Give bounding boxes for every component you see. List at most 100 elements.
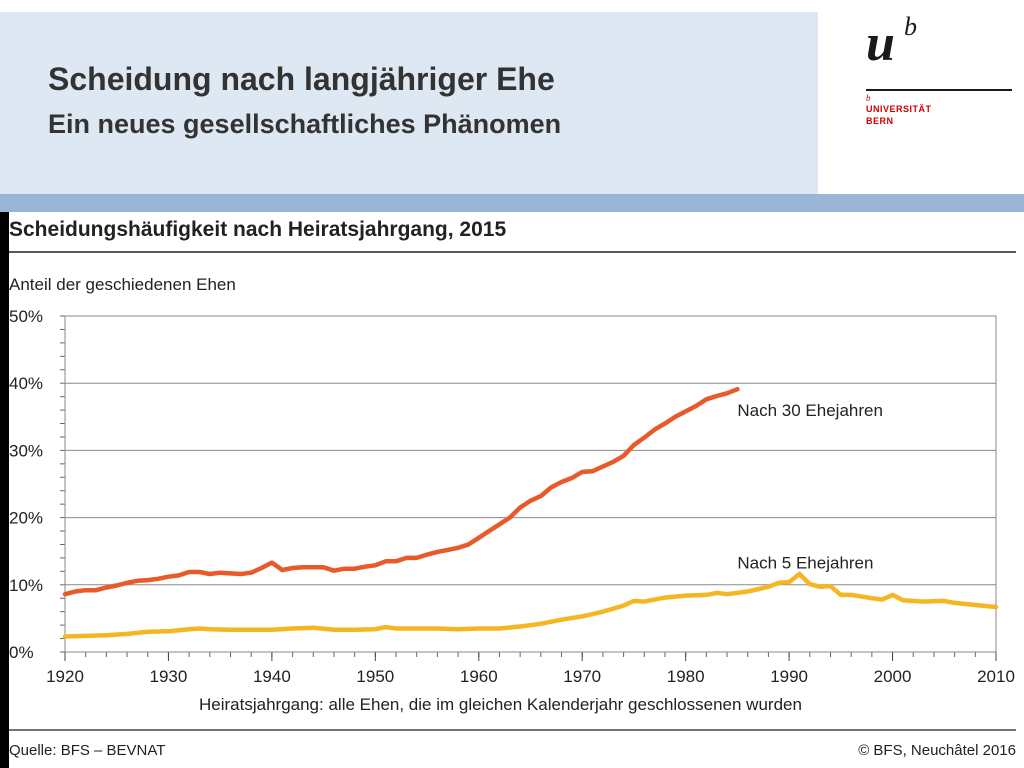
chart-title: Scheidungshäufigkeit nach Heiratsjahrgan… bbox=[9, 218, 506, 241]
data-point bbox=[250, 572, 252, 574]
data-point bbox=[726, 392, 728, 394]
data-point bbox=[581, 615, 583, 617]
data-point bbox=[333, 570, 335, 572]
data-point bbox=[581, 471, 583, 473]
data-point bbox=[312, 627, 314, 629]
data-point bbox=[354, 568, 356, 570]
y-tick-label: 20% bbox=[9, 509, 43, 528]
data-point bbox=[602, 611, 604, 613]
data-point bbox=[64, 593, 66, 595]
data-point bbox=[374, 628, 376, 630]
y-tick-label: 40% bbox=[9, 374, 43, 393]
data-point bbox=[995, 606, 997, 608]
data-point bbox=[343, 568, 345, 570]
data-point bbox=[292, 627, 294, 630]
data-point bbox=[633, 600, 635, 602]
y-tick-label: 10% bbox=[9, 576, 43, 595]
source-note: Quelle: BFS – BEVNAT bbox=[9, 742, 165, 759]
data-point bbox=[623, 455, 625, 457]
data-point bbox=[136, 580, 138, 582]
data-point bbox=[643, 601, 645, 603]
x-axis-label: Heiratsjahrgang: alle Ehen, die im gleic… bbox=[199, 695, 802, 714]
y-axis-label: Anteil der geschiedenen Ehen bbox=[9, 275, 236, 294]
data-point bbox=[571, 477, 573, 479]
data-point bbox=[116, 584, 118, 587]
y-tick-label: 50% bbox=[9, 307, 43, 326]
data-point bbox=[529, 500, 532, 502]
data-point bbox=[281, 569, 283, 571]
data-point bbox=[105, 586, 107, 589]
logo-university-text: UNIVERSITÄT bbox=[866, 104, 932, 114]
data-point bbox=[871, 597, 873, 599]
line-chart: Scheidungshäufigkeit nach Heiratsjahrgan… bbox=[9, 218, 1016, 759]
x-tick-label: 1940 bbox=[253, 667, 291, 686]
x-tick-label: 1990 bbox=[770, 667, 808, 686]
data-point bbox=[643, 437, 645, 439]
data-point bbox=[374, 564, 376, 566]
data-point bbox=[488, 530, 490, 532]
data-point bbox=[385, 560, 387, 562]
data-point bbox=[902, 599, 904, 601]
data-point bbox=[850, 594, 852, 596]
data-point bbox=[798, 573, 801, 575]
series-label: Nach 30 Ehejahren bbox=[737, 401, 883, 420]
data-point bbox=[333, 629, 335, 631]
blue-divider-bar bbox=[0, 194, 1024, 212]
copyright-note: © BFS, Neuchâtel 2016 bbox=[858, 742, 1016, 759]
data-point bbox=[654, 429, 656, 431]
data-point bbox=[395, 560, 397, 562]
x-tick-label: 2000 bbox=[874, 667, 912, 686]
data-point bbox=[271, 562, 273, 564]
data-point bbox=[354, 629, 356, 631]
data-point bbox=[147, 631, 149, 633]
university-logo: u b b UNIVERSITÄT BERN bbox=[866, 10, 1016, 135]
data-point bbox=[209, 628, 211, 630]
series-line-5-jahre bbox=[62, 571, 999, 639]
data-point bbox=[550, 486, 552, 488]
data-point bbox=[147, 579, 149, 581]
data-point bbox=[716, 395, 718, 397]
data-point bbox=[736, 388, 739, 390]
data-point bbox=[695, 405, 697, 407]
data-point bbox=[74, 590, 76, 593]
logo-rule bbox=[866, 89, 1012, 91]
data-point bbox=[747, 590, 749, 593]
data-point bbox=[405, 557, 407, 559]
data-point bbox=[416, 557, 418, 559]
data-point bbox=[260, 567, 263, 569]
data-point bbox=[943, 600, 945, 602]
data-point bbox=[881, 599, 883, 601]
series-labels: Nach 30 Ehejahren Nach 5 Ehejahren bbox=[737, 401, 883, 573]
data-point bbox=[167, 576, 169, 578]
data-point bbox=[498, 523, 501, 525]
data-point bbox=[540, 623, 542, 625]
logo-u-glyph: u bbox=[866, 15, 895, 72]
data-point bbox=[778, 582, 780, 584]
x-tick-label: 1930 bbox=[150, 667, 188, 686]
data-point bbox=[923, 601, 925, 603]
data-point bbox=[436, 627, 438, 630]
data-point bbox=[364, 566, 366, 568]
slide-subtitle: Ein neues gesellschaftliches Phänomen bbox=[48, 109, 562, 139]
data-point bbox=[767, 586, 770, 588]
data-point bbox=[126, 633, 128, 635]
data-point bbox=[436, 551, 438, 553]
data-point bbox=[509, 517, 511, 519]
data-point bbox=[188, 571, 190, 573]
x-tick-label: 1980 bbox=[667, 667, 705, 686]
data-point bbox=[126, 582, 128, 584]
series-label: Nach 5 Ehejahren bbox=[737, 554, 873, 573]
data-point bbox=[788, 581, 790, 583]
slide-title: Scheidung nach langjähriger Ehe bbox=[48, 61, 555, 97]
data-point bbox=[188, 628, 190, 630]
x-tick-label: 2010 bbox=[977, 667, 1015, 686]
data-point bbox=[229, 572, 232, 574]
data-point bbox=[685, 595, 687, 597]
x-tick-label: 1960 bbox=[460, 667, 498, 686]
logo-b-glyph: b bbox=[904, 12, 917, 41]
series-layer bbox=[62, 386, 999, 639]
data-point bbox=[705, 398, 708, 400]
data-point bbox=[178, 574, 180, 576]
logo-small-b: b bbox=[866, 93, 871, 103]
x-tick-label: 1950 bbox=[356, 667, 394, 686]
